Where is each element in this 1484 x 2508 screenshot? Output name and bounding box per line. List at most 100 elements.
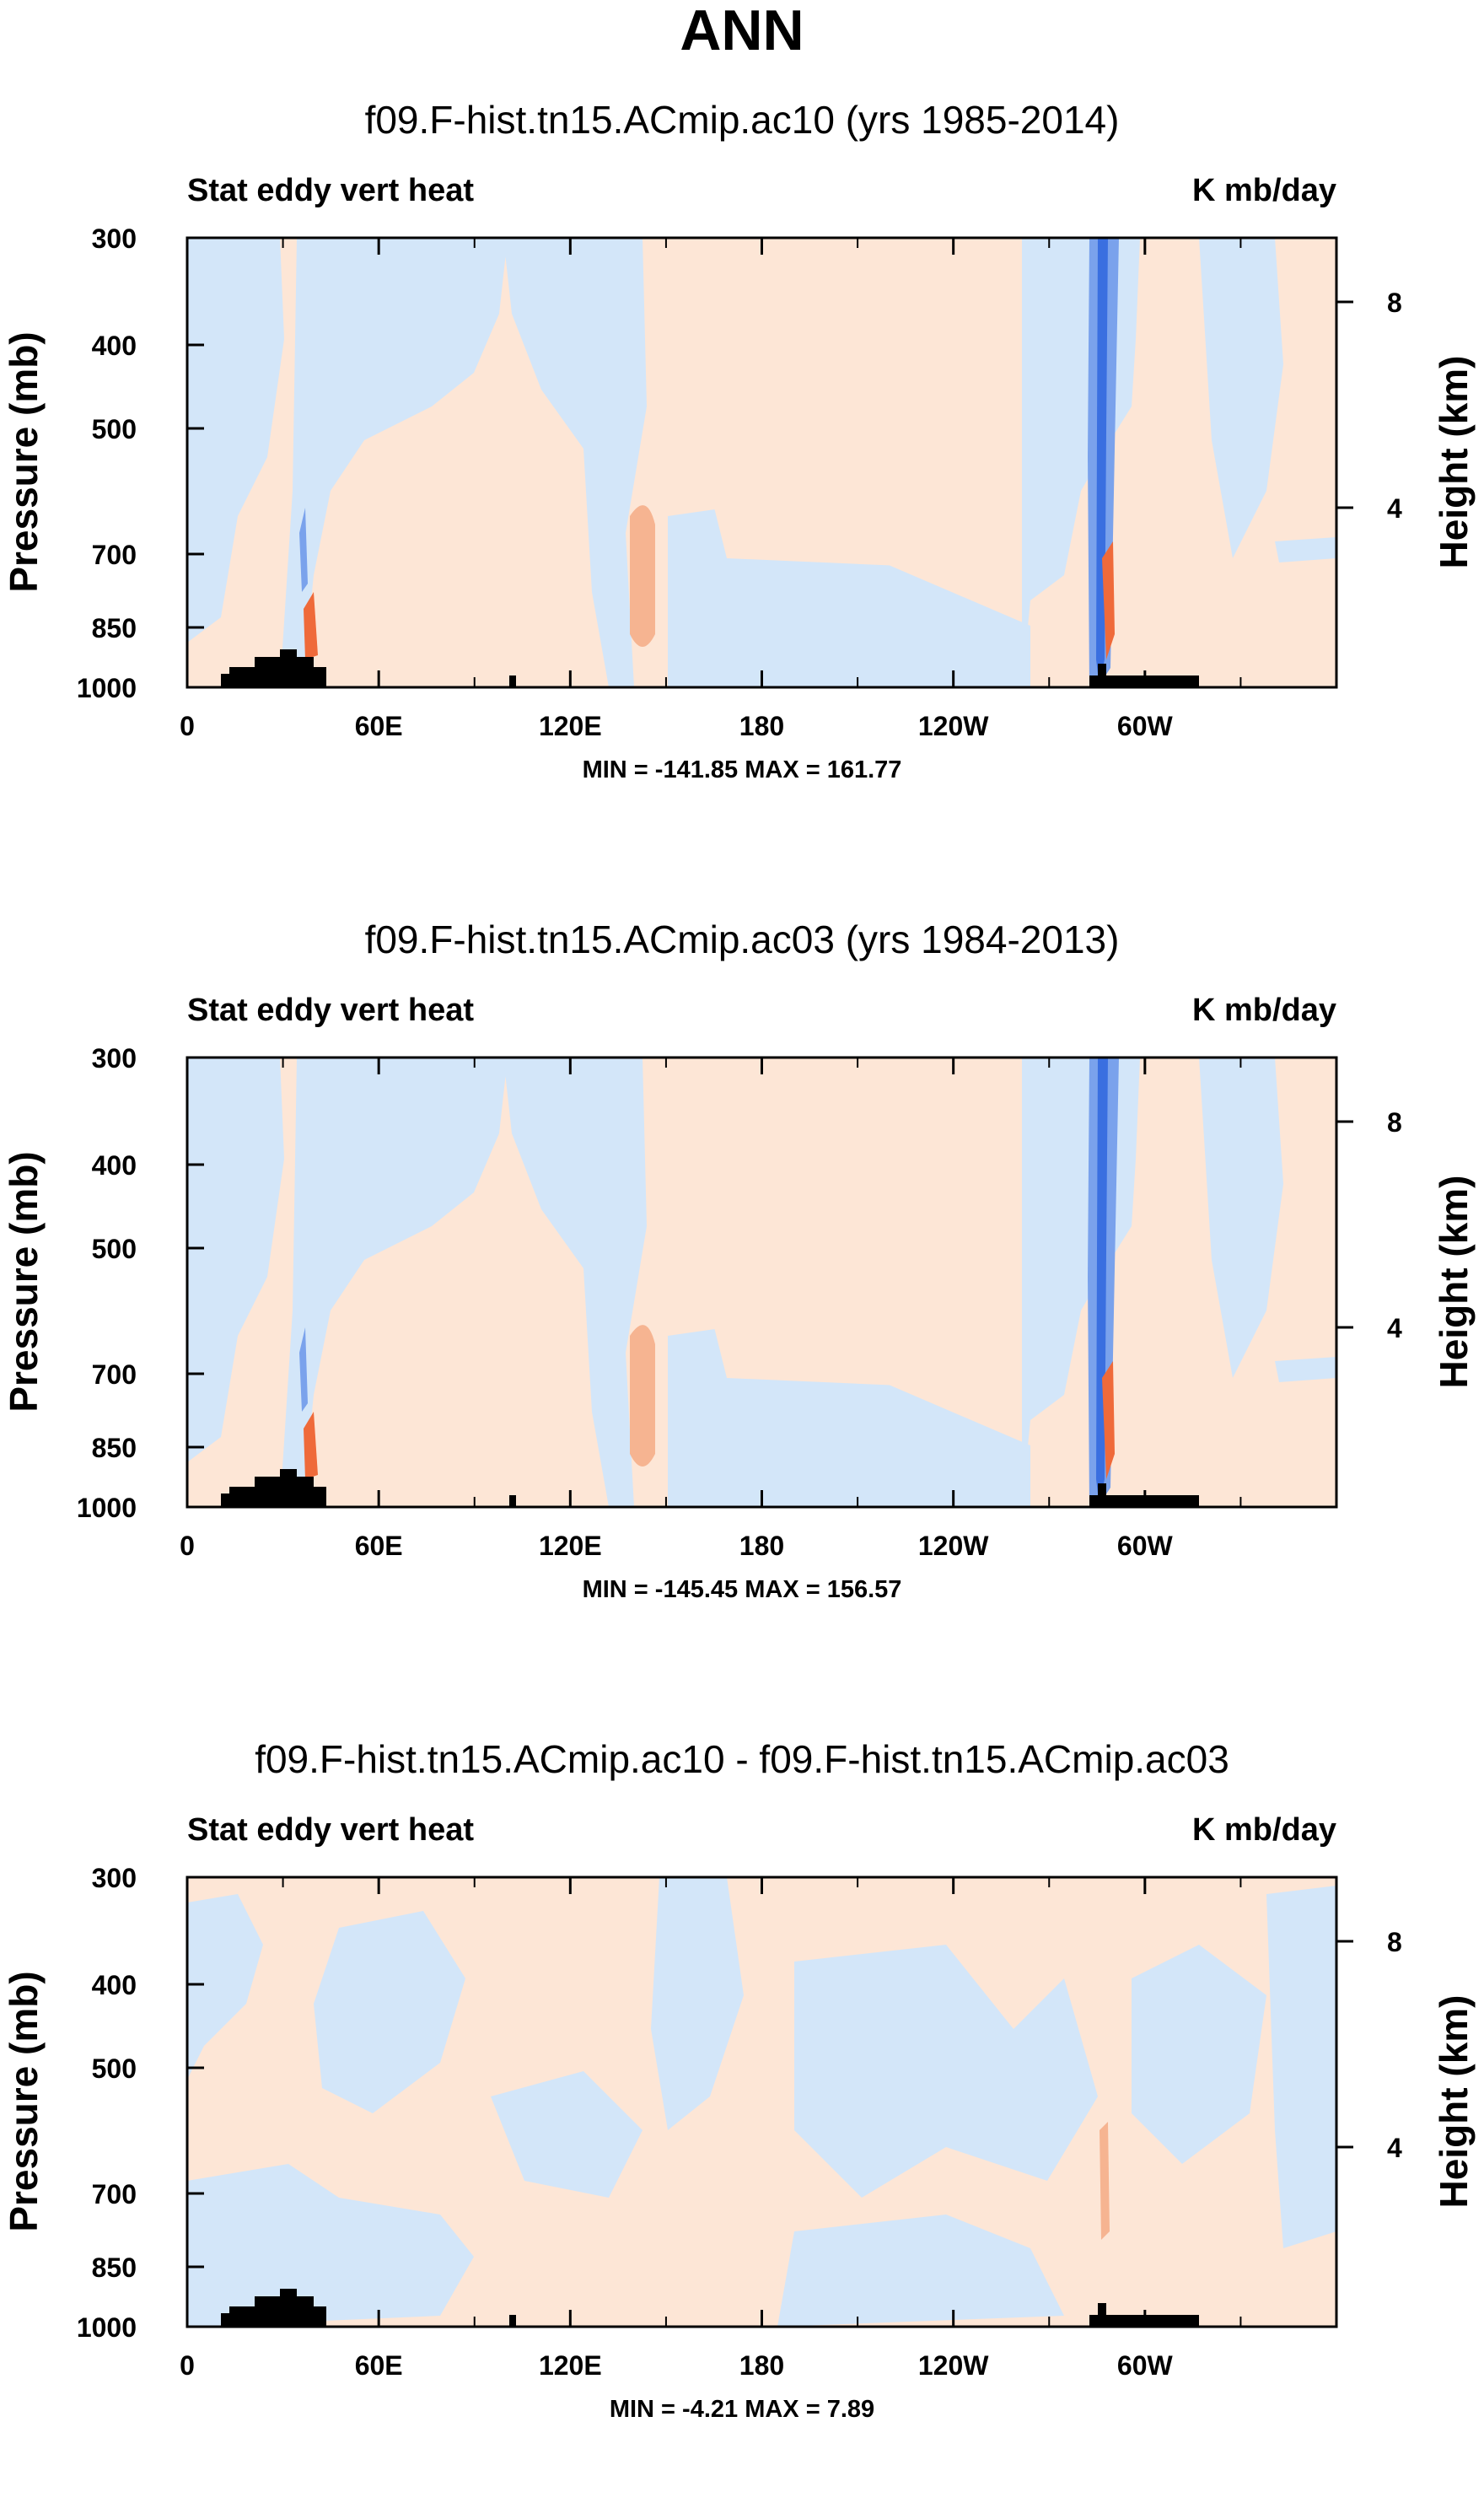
contour-region — [304, 592, 318, 659]
topography-block — [229, 667, 255, 687]
units-label: K mb/day — [1192, 1812, 1336, 1848]
y-tick-label: 850 — [92, 2252, 137, 2283]
topography-block — [1089, 675, 1100, 687]
topography-block — [314, 1487, 326, 1507]
y-tick-label: 500 — [92, 1234, 137, 1264]
contour-region — [794, 1945, 1098, 2198]
contour-region — [1132, 1945, 1266, 2164]
contour-region — [304, 1412, 318, 1479]
x-tick-label: 0 — [180, 1531, 195, 1561]
y-tick-label: 400 — [92, 331, 137, 361]
topography-block — [280, 2289, 297, 2327]
contour-region — [630, 505, 655, 647]
topography-block — [1106, 2315, 1199, 2327]
chart-panel-3: f09.F-hist.tn15.ACmip.ac10 - f09.F-hist.… — [2, 1737, 1476, 2423]
contour-region — [630, 1325, 655, 1467]
y2-tick-label: 8 — [1387, 1927, 1402, 1957]
x-tick-label: 120E — [539, 1531, 602, 1561]
y-tick-label: 1000 — [77, 673, 137, 703]
x-tick-label: 60E — [355, 2350, 403, 2381]
topography-block — [1089, 1495, 1100, 1507]
y-tick-label: 850 — [92, 1433, 137, 1463]
contour-region — [1275, 1357, 1336, 1382]
variable-label: Stat eddy vert heat — [187, 173, 474, 208]
x-tick-label: 60E — [355, 1531, 403, 1561]
y2-tick-label: 8 — [1387, 288, 1402, 318]
y-axis-label: Pressure (mb) — [2, 1151, 46, 1412]
contour-region — [777, 2215, 1064, 2327]
min-max-label: MIN = -141.85 MAX = 161.77 — [583, 756, 902, 783]
y2-axis-label: Height (km) — [1432, 1176, 1476, 1389]
contour-region — [280, 238, 508, 687]
topography-block — [314, 667, 326, 687]
contour-region — [1199, 1058, 1283, 1378]
x-tick-label: 120W — [918, 711, 989, 741]
contour-region — [314, 1911, 465, 2113]
x-tick-label: 120W — [918, 2350, 989, 2381]
topography-block — [509, 1495, 516, 1507]
contour-region — [187, 238, 284, 643]
y-tick-label: 700 — [92, 2179, 137, 2209]
variable-label: Stat eddy vert heat — [187, 1812, 474, 1848]
y2-tick-label: 4 — [1387, 2133, 1402, 2163]
contour-region — [1102, 1361, 1115, 1479]
page-title: ANN — [680, 0, 804, 62]
y-tick-label: 300 — [92, 1863, 137, 1893]
contour-region — [503, 238, 647, 687]
contour-region — [187, 2164, 474, 2327]
topography-block — [1106, 675, 1199, 687]
topography-block — [1098, 664, 1106, 687]
topography-block — [509, 2315, 516, 2327]
contour-region — [1275, 537, 1336, 562]
topography-block — [229, 2306, 255, 2327]
contour-region — [280, 1058, 508, 1507]
topography-block — [1098, 2303, 1106, 2327]
variable-label: Stat eddy vert heat — [187, 993, 474, 1028]
x-tick-label: 60E — [355, 711, 403, 741]
x-tick-label: 180 — [739, 2350, 784, 2381]
x-tick-label: 120E — [539, 711, 602, 741]
y-tick-label: 850 — [92, 613, 137, 643]
contour-region — [1266, 1886, 1336, 2248]
contour-region — [1199, 238, 1283, 558]
contour-region — [651, 1877, 744, 2130]
contour-region — [187, 1894, 263, 2080]
topography-block — [297, 657, 314, 687]
topography-block — [297, 1477, 314, 1507]
y2-axis-label: Height (km) — [1432, 356, 1476, 569]
y-tick-label: 700 — [92, 1359, 137, 1390]
y2-tick-label: 4 — [1387, 493, 1402, 524]
topography-block — [229, 1487, 255, 1507]
topography-block — [280, 649, 297, 687]
topography-block — [280, 1469, 297, 1507]
topography-block — [221, 1493, 229, 1507]
y2-tick-label: 4 — [1387, 1313, 1402, 1343]
min-max-label: MIN = -145.45 MAX = 156.57 — [583, 1576, 902, 1603]
y2-axis-label: Height (km) — [1432, 1995, 1476, 2209]
x-tick-label: 120E — [539, 2350, 602, 2381]
topography-block — [1089, 2315, 1100, 2327]
y-tick-label: 1000 — [77, 1493, 137, 1523]
x-tick-label: 60W — [1117, 1531, 1174, 1561]
contour-region — [187, 1058, 284, 1462]
contour-field — [187, 1877, 1336, 2327]
y-axis-label: Pressure (mb) — [2, 331, 46, 592]
contour-region — [710, 238, 1022, 567]
chart-panel-2: f09.F-hist.tn15.ACmip.ac03 (yrs 1984-201… — [2, 918, 1476, 1603]
contour-region — [1100, 2122, 1110, 2240]
y-tick-label: 500 — [92, 414, 137, 444]
x-tick-label: 0 — [180, 711, 195, 741]
x-tick-label: 60W — [1117, 711, 1174, 741]
y-tick-label: 400 — [92, 1970, 137, 2000]
min-max-label: MIN = -4.21 MAX = 7.89 — [610, 2396, 874, 2423]
topography-block — [509, 675, 516, 687]
topography-block — [221, 674, 229, 687]
x-tick-label: 120W — [918, 1531, 989, 1561]
topography-block — [1098, 1483, 1106, 1507]
panel-title: f09.F-hist.tn15.ACmip.ac10 - f09.F-hist.… — [255, 1737, 1229, 1781]
y-tick-label: 300 — [92, 1043, 137, 1074]
topography-block — [1106, 1495, 1199, 1507]
contour-region — [1102, 541, 1115, 659]
contour-field — [187, 1058, 1336, 1507]
x-tick-label: 180 — [739, 711, 784, 741]
